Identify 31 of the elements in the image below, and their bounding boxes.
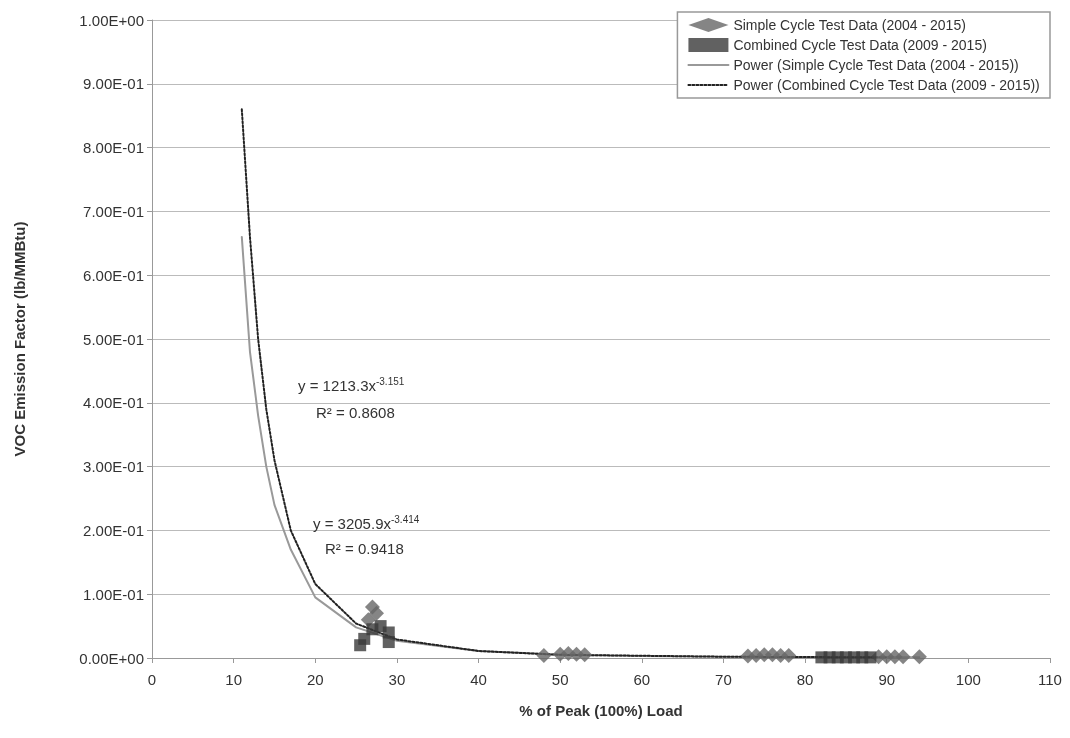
x-tick-label: 30 [388,671,406,688]
x-tick-label: 100 [955,671,981,688]
x-tick-label: 70 [715,671,732,688]
x-tick-label: 20 [306,671,324,688]
x-tick-label: 80 [796,671,814,688]
y-tick-label: 2.00E-01 [83,521,144,539]
y-tick-label: 1.00E+00 [79,11,144,29]
x-tick-label: 50 [551,671,569,688]
legend-label: Power (Combined Cycle Test Data (2009 - 2015)) [733,77,1040,93]
x-tick-label: 90 [878,671,896,688]
y-tick-label: 0.00E+00 [79,649,144,667]
x-tick-label: 60 [633,671,651,688]
annotation: R² = 0.8608 [316,404,395,421]
x-axis-title: % of Peak (100%) Load [519,702,683,719]
x-tick-label: 110 [1038,671,1062,688]
y-tick-label: 8.00E-01 [83,139,144,157]
y-tick-label: 5.00E-01 [83,330,144,348]
y-tick-label: 9.00E-01 [83,75,144,93]
legend-label: Combined Cycle Test Data (2009 - 2015) [733,37,987,53]
y-tick-label: 6.00E-01 [83,266,144,284]
y-tick-label: 1.00E-01 [83,585,144,603]
annotation: R² = 0.9418 [325,540,404,557]
x-tick-label: 40 [470,671,487,688]
y-tick-label: 4.00E-01 [83,394,144,412]
x-tick-label: 0 [147,671,157,688]
legend-label: Simple Cycle Test Data (2004 - 2015) [733,17,966,33]
y-axis-title: VOC Emission Factor (lb/MMBtu) [11,221,28,457]
y-tick-label: 7.00E-01 [83,202,144,220]
x-tick-label: 10 [225,671,242,688]
y-tick-label: 3.00E-01 [83,458,144,476]
legend-label: Power (Simple Cycle Test Data (2004 - 2015)) [733,57,1019,73]
